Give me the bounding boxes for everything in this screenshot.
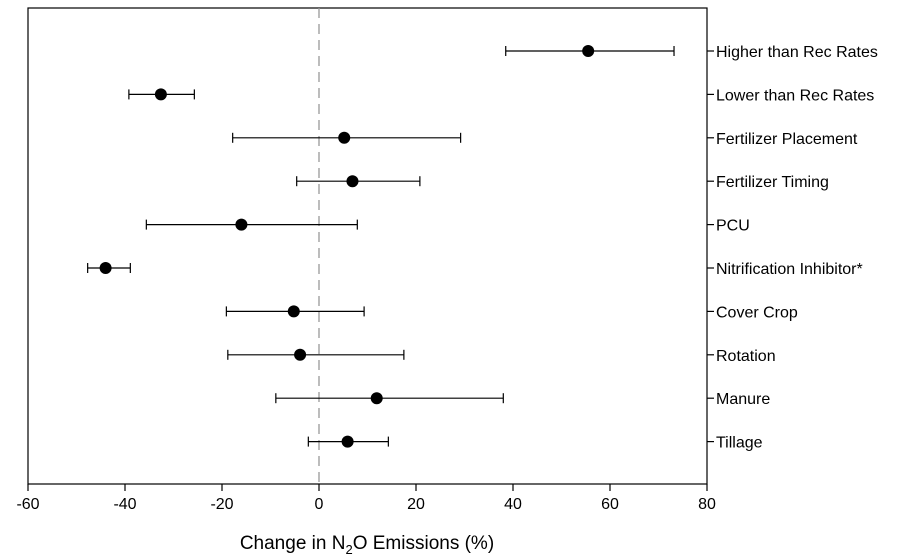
x-tick-label: 40 <box>504 496 522 513</box>
data-point <box>338 131 351 144</box>
x-axis-label-suffix: O Emissions (%) <box>353 533 494 554</box>
data-point <box>582 45 595 57</box>
data-point <box>370 392 383 405</box>
data-point <box>287 305 300 318</box>
category-label: Fertilizer Placement <box>716 131 858 148</box>
x-tick-label: 60 <box>601 496 619 513</box>
category-label: Rotation <box>716 348 776 365</box>
category-label: Fertilizer Timing <box>716 174 829 191</box>
x-tick-label: 0 <box>315 496 324 513</box>
x-axis-ticks: -60 -40 -20 0 20 40 60 80 <box>16 484 716 513</box>
data-row <box>232 131 462 144</box>
data-point <box>235 218 248 231</box>
category-label: Nitrification Inhibitor* <box>716 261 863 278</box>
category-label: Manure <box>716 391 770 408</box>
x-tick-label: -20 <box>210 496 233 513</box>
x-axis-label-subscript: 2 <box>345 542 352 557</box>
category-label: Tillage <box>716 435 763 452</box>
x-tick-label: 20 <box>407 496 425 513</box>
x-axis-label-prefix: Change in N <box>240 533 346 554</box>
data-point <box>341 435 354 448</box>
data-row <box>275 392 504 405</box>
category-label: Lower than Rec Rates <box>716 87 874 104</box>
category-label: Higher than Rec Rates <box>716 44 878 61</box>
x-tick-label: -60 <box>16 496 39 513</box>
data-row <box>128 88 195 101</box>
data-row <box>87 262 131 274</box>
data-row <box>227 348 405 361</box>
data-point <box>154 88 167 101</box>
data-row <box>225 305 365 318</box>
data-row <box>145 218 358 231</box>
x-tick-label: -40 <box>113 496 136 513</box>
data-row <box>505 45 675 57</box>
data-point <box>346 175 359 188</box>
x-axis-label: Change in N2O Emissions (%) <box>240 533 494 557</box>
category-label: Cover Crop <box>716 304 798 321</box>
data-row <box>296 175 421 188</box>
x-tick-label: 80 <box>698 496 716 513</box>
category-label: PCU <box>716 218 750 235</box>
data-row <box>307 435 389 448</box>
category-labels: Higher than Rec Rates Lower than Rec Rate… <box>707 44 878 452</box>
data-series <box>87 45 675 448</box>
data-point <box>294 348 307 361</box>
data-point <box>99 262 112 274</box>
plot-frame <box>27 7 708 485</box>
